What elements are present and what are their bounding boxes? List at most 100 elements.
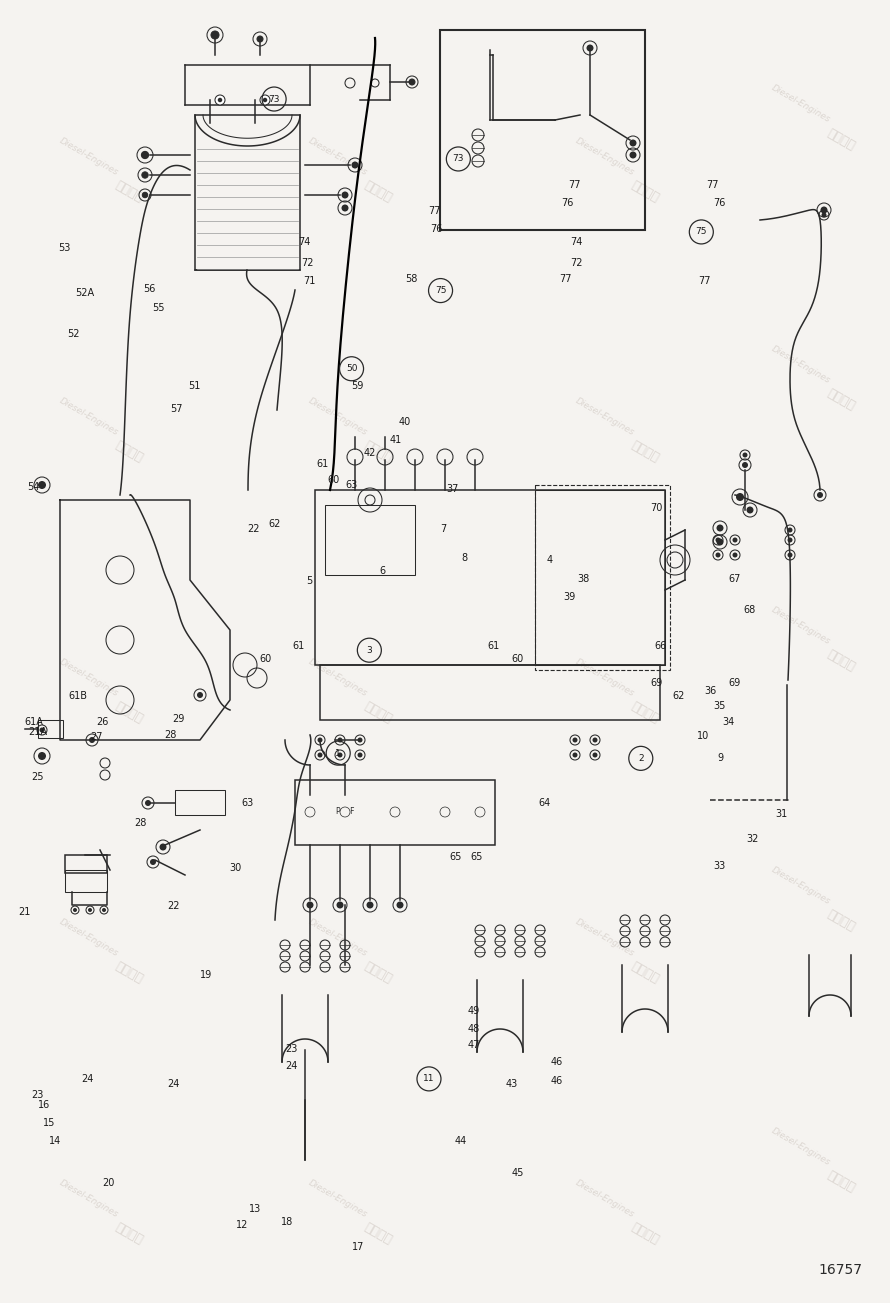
- Circle shape: [318, 737, 322, 743]
- Circle shape: [629, 151, 636, 159]
- Circle shape: [716, 552, 721, 558]
- Text: 紫发动力: 紫发动力: [362, 1221, 394, 1247]
- Text: 38: 38: [577, 573, 589, 584]
- Circle shape: [397, 902, 403, 908]
- Text: Diesel-Engines: Diesel-Engines: [58, 136, 120, 177]
- Text: 29: 29: [172, 714, 184, 724]
- Text: 紫发动力: 紫发动力: [825, 126, 857, 152]
- Text: Diesel-Engines: Diesel-Engines: [58, 657, 120, 698]
- Text: 25: 25: [31, 771, 44, 782]
- Text: 14: 14: [49, 1136, 61, 1147]
- Text: 37: 37: [446, 483, 458, 494]
- Text: 35: 35: [713, 701, 725, 711]
- Text: 紫发动力: 紫发动力: [113, 439, 145, 465]
- Text: 20: 20: [102, 1178, 115, 1188]
- Circle shape: [587, 44, 594, 52]
- Text: 72: 72: [570, 258, 583, 268]
- Circle shape: [342, 192, 349, 198]
- Text: 26: 26: [96, 717, 109, 727]
- Text: Diesel-Engines: Diesel-Engines: [574, 657, 636, 698]
- Circle shape: [409, 79, 415, 85]
- Circle shape: [218, 98, 222, 102]
- Text: 4: 4: [547, 555, 553, 566]
- Circle shape: [593, 753, 597, 757]
- Text: 紫发动力: 紫发动力: [113, 1221, 145, 1247]
- Circle shape: [821, 206, 828, 214]
- Text: 58: 58: [405, 274, 417, 284]
- Text: Diesel-Engines: Diesel-Engines: [770, 1126, 832, 1167]
- Text: 32: 32: [746, 834, 758, 844]
- Text: 62: 62: [268, 519, 280, 529]
- Circle shape: [89, 737, 95, 743]
- Text: 49: 49: [467, 1006, 480, 1016]
- Text: 61B: 61B: [69, 691, 88, 701]
- Text: 紫发动力: 紫发动力: [362, 960, 394, 986]
- Text: Diesel-Engines: Diesel-Engines: [574, 917, 636, 959]
- Text: 77: 77: [706, 180, 718, 190]
- Text: 60: 60: [259, 654, 271, 665]
- Circle shape: [747, 507, 754, 513]
- Text: 紫发动力: 紫发动力: [113, 179, 145, 205]
- Text: 紫发动力: 紫发动力: [362, 700, 394, 726]
- Circle shape: [336, 902, 344, 908]
- Text: 18: 18: [280, 1217, 293, 1227]
- Text: Diesel-Engines: Diesel-Engines: [307, 917, 369, 959]
- Text: 紫发动力: 紫发动力: [629, 960, 661, 986]
- Text: 22: 22: [247, 524, 260, 534]
- Circle shape: [197, 692, 203, 698]
- Text: 48: 48: [467, 1024, 480, 1035]
- Text: 11: 11: [424, 1075, 434, 1083]
- Text: Diesel-Engines: Diesel-Engines: [307, 1178, 369, 1220]
- Circle shape: [788, 552, 792, 558]
- Bar: [65, 870, 107, 893]
- Text: 紫发动力: 紫发动力: [629, 700, 661, 726]
- Text: 63: 63: [345, 480, 358, 490]
- Text: 40: 40: [399, 417, 411, 427]
- Text: 76: 76: [713, 198, 725, 208]
- Text: Diesel-Engines: Diesel-Engines: [307, 657, 369, 698]
- Text: 52: 52: [67, 328, 79, 339]
- Text: 1: 1: [336, 749, 341, 757]
- Bar: [175, 790, 225, 814]
- Circle shape: [742, 452, 748, 457]
- Circle shape: [263, 98, 267, 102]
- Text: 27: 27: [90, 732, 102, 743]
- Text: 61: 61: [488, 641, 500, 652]
- Text: 44: 44: [455, 1136, 467, 1147]
- Text: 60: 60: [512, 654, 524, 665]
- Text: 43: 43: [506, 1079, 518, 1089]
- Text: Diesel-Engines: Diesel-Engines: [770, 83, 832, 125]
- Circle shape: [159, 843, 166, 851]
- Text: 76: 76: [562, 198, 574, 208]
- Text: 紫发动力: 紫发动力: [629, 1221, 661, 1247]
- Circle shape: [629, 139, 636, 146]
- Circle shape: [736, 493, 744, 500]
- Text: Diesel-Engines: Diesel-Engines: [58, 396, 120, 438]
- Text: 9: 9: [718, 753, 724, 764]
- Text: 74: 74: [570, 237, 583, 248]
- Text: 21A: 21A: [28, 727, 47, 737]
- Text: Diesel-Engines: Diesel-Engines: [770, 865, 832, 907]
- Circle shape: [342, 205, 349, 211]
- Text: 73: 73: [269, 95, 279, 103]
- Bar: [440, 30, 645, 231]
- Text: 30: 30: [230, 863, 242, 873]
- Text: Diesel-Engines: Diesel-Engines: [574, 1178, 636, 1220]
- Text: Diesel-Engines: Diesel-Engines: [770, 605, 832, 646]
- Text: 33: 33: [713, 861, 725, 872]
- Circle shape: [215, 95, 225, 106]
- Text: 紫发动力: 紫发动力: [629, 439, 661, 465]
- Text: 8: 8: [462, 552, 467, 563]
- Bar: [65, 855, 107, 873]
- Text: 34: 34: [722, 717, 734, 727]
- Circle shape: [102, 908, 106, 912]
- Circle shape: [38, 752, 46, 760]
- Text: 61: 61: [292, 641, 304, 652]
- Circle shape: [211, 31, 219, 39]
- Text: 22: 22: [167, 900, 180, 911]
- Text: 17: 17: [352, 1242, 364, 1252]
- Text: 69: 69: [728, 678, 740, 688]
- Circle shape: [732, 552, 738, 558]
- Text: 75: 75: [435, 287, 446, 294]
- Text: Diesel-Engines: Diesel-Engines: [58, 1178, 120, 1220]
